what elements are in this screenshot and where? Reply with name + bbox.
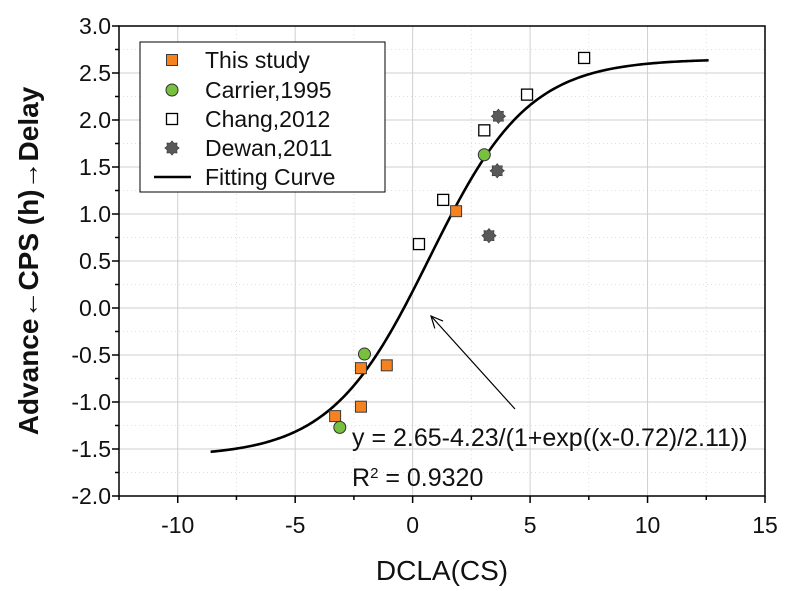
chang-2012-point bbox=[478, 124, 491, 137]
r-squared-symbol: R bbox=[352, 464, 370, 492]
axis-ticks bbox=[112, 25, 766, 503]
y-tick-label: -1.5 bbox=[71, 436, 111, 462]
y-tick-label: 2.0 bbox=[79, 107, 111, 133]
legend-label-fitting-curve: Fitting Curve bbox=[205, 164, 335, 190]
x-tick-label: 5 bbox=[524, 512, 537, 538]
r-squared-value: = 0.9320 bbox=[378, 464, 483, 492]
y-tick-label: -1.0 bbox=[71, 389, 111, 415]
y-tick-label: -0.5 bbox=[71, 342, 111, 368]
x-tick-label: -5 bbox=[285, 512, 305, 538]
dewan-2011-point bbox=[490, 108, 507, 124]
r-squared-label: R2 = 0.9320 bbox=[352, 464, 483, 492]
x-axis-title: DCLA(CS) bbox=[376, 555, 508, 586]
x-tick-label: -10 bbox=[161, 512, 194, 538]
legend-label-this-study: This study bbox=[205, 47, 310, 73]
chang-2012-point bbox=[520, 88, 534, 101]
y-tick-label: 0.0 bbox=[79, 295, 111, 321]
y-tick-label: 2.5 bbox=[79, 60, 111, 86]
legend-dewan-2011-marker bbox=[164, 140, 180, 156]
this-study-point bbox=[329, 410, 342, 423]
y-tick-label: 3.0 bbox=[79, 13, 111, 39]
legend-label-chang-2012: Chang,2012 bbox=[205, 106, 330, 132]
y-tick-label: 1.0 bbox=[79, 201, 111, 227]
legend-symbol bbox=[165, 112, 179, 126]
legend-carrier-1995-marker bbox=[165, 83, 179, 97]
legend-this-study-marker bbox=[166, 54, 178, 66]
carrier-1995-point bbox=[357, 347, 371, 361]
this-study-point bbox=[354, 400, 367, 413]
legend-symbol bbox=[164, 140, 180, 156]
chang-2012-point bbox=[437, 193, 450, 207]
legend-item-this-study: This study bbox=[166, 47, 310, 73]
y-tick-label: 0.5 bbox=[79, 248, 111, 274]
annotation-arrow-shaft bbox=[430, 315, 516, 410]
y-tick-label: 1.5 bbox=[79, 154, 111, 180]
legend-item-fitting-curve: Fitting Curve bbox=[154, 164, 335, 190]
fitting-curve-line bbox=[210, 59, 709, 454]
legend: This study Carrier,1995 Chang,2012 Dewan… bbox=[139, 41, 386, 193]
y-axis-tick-labels: -2.0 -1.5 -1.0 -0.5 0.0 0.5 1.0 1.5 2.0 2.5 3.0 bbox=[71, 13, 111, 509]
y-axis-title: Advance←CPS (h)→Delay bbox=[13, 86, 44, 435]
x-axis-tick-labels: -10 -5 0 5 10 15 bbox=[161, 512, 778, 538]
data-points bbox=[329, 51, 591, 434]
legend-item-chang-2012: Chang,2012 bbox=[165, 106, 330, 132]
legend-item-dewan-2011: Dewan,2011 bbox=[164, 135, 332, 161]
this-study-point bbox=[354, 362, 367, 375]
legend-symbol bbox=[165, 83, 179, 97]
fit-equation-label: y = 2.65-4.23/(1+exp((x-0.72)/2.11)) bbox=[352, 424, 748, 452]
legend-chang-2012-marker bbox=[165, 112, 179, 126]
x-tick-label: 10 bbox=[635, 512, 661, 538]
carrier-1995-point bbox=[477, 148, 491, 162]
chang-2012-point bbox=[577, 51, 591, 65]
dewan-2011-point bbox=[489, 163, 505, 179]
fit-curve-layer bbox=[210, 59, 709, 454]
legend-symbol bbox=[166, 54, 178, 66]
legend-box bbox=[139, 41, 386, 193]
r-squared-superscript: 2 bbox=[370, 465, 378, 482]
legend-item-carrier-1995: Carrier,1995 bbox=[165, 77, 332, 103]
this-study-point bbox=[380, 359, 393, 372]
carrier-1995-point bbox=[333, 420, 347, 434]
x-tick-label: 15 bbox=[752, 512, 778, 538]
annotation-arrow-head bbox=[430, 314, 444, 329]
legend-label-dewan-2011: Dewan,2011 bbox=[205, 135, 332, 161]
dewan-2011-point bbox=[481, 227, 497, 244]
chang-2012-point bbox=[412, 237, 426, 251]
legend-label-carrier-1995: Carrier,1995 bbox=[205, 77, 332, 103]
x-tick-label: 0 bbox=[406, 512, 419, 538]
grid bbox=[119, 26, 765, 496]
this-study-point bbox=[450, 205, 463, 218]
y-tick-label: -2.0 bbox=[71, 483, 111, 509]
